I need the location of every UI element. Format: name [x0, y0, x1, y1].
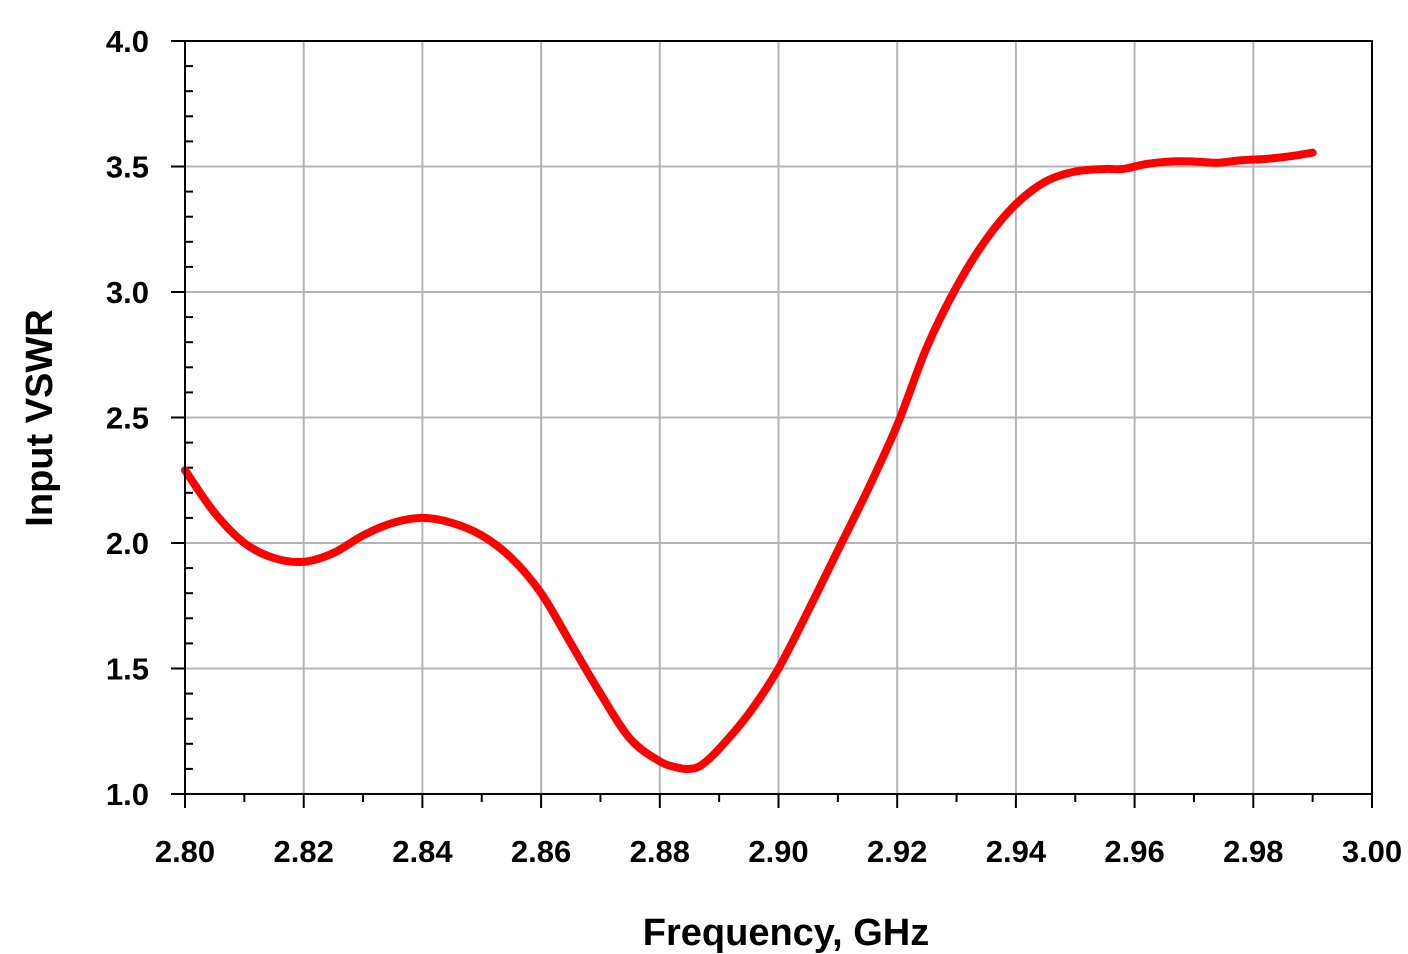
y-tick-label: 3.5: [106, 150, 149, 185]
x-tick-label: 2.80: [155, 834, 215, 869]
x-tick-label: 2.88: [630, 834, 690, 869]
series-group: [181, 148, 1317, 774]
y-tick-label: 1.0: [106, 777, 149, 812]
y-tick-label: 2.5: [106, 401, 149, 436]
y-tick-label: 2.0: [106, 526, 149, 561]
x-axis-title: Frequency, GHz: [643, 912, 929, 954]
x-tick-label: 2.92: [867, 834, 927, 869]
y-tick-label: 1.5: [106, 652, 149, 687]
minor-ticks: [171, 40, 1373, 808]
x-tick-label: 2.90: [748, 834, 808, 869]
x-tick-label: 2.86: [511, 834, 571, 869]
x-tick-label: 2.96: [1104, 834, 1164, 869]
y-axis-title: Input VSWR: [19, 309, 61, 526]
x-tick-label: 2.98: [1223, 834, 1283, 869]
series-line-vswr: [181, 148, 1317, 774]
x-tick-labels: 2.80 2.82 2.84 2.86 2.88 2.90 2.92 2.94 2.96 2.98…: [155, 834, 1402, 869]
x-tick-label: 2.94: [986, 834, 1047, 869]
plot-frame: [184, 40, 1373, 795]
x-tick-label: 3.00: [1342, 834, 1402, 869]
grid: [184, 40, 1373, 795]
y-tick-label: 3.0: [106, 275, 149, 310]
x-tick-label: 2.84: [392, 834, 453, 869]
y-tick-label: 4.0: [106, 24, 149, 59]
x-tick-label: 2.82: [274, 834, 334, 869]
y-tick-labels: 1.0 1.5 2.0 2.5 3.0 3.5 4.0: [106, 24, 149, 812]
